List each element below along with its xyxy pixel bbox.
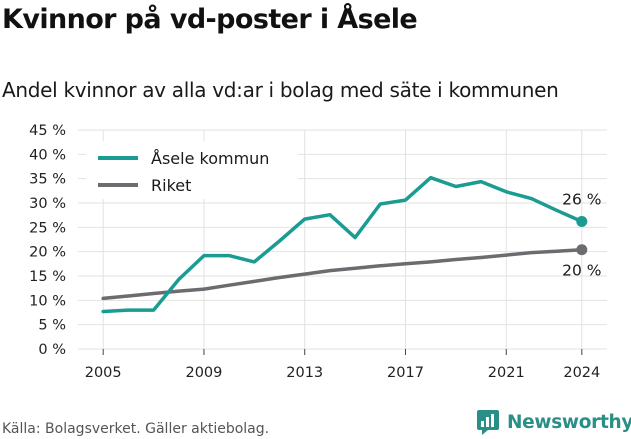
chart-subtitle: Andel kvinnor av alla vd:ar i bolag med … [2,78,559,102]
newsworthy-logo: Newsworthy [476,408,631,436]
end-labels: 26 % 20 % [562,190,601,279]
end-point-riket [576,244,588,256]
series-line-asele [101,175,584,314]
y-tick-label: 40 % [29,147,66,163]
y-tick-label: 30 % [29,196,66,212]
y-tick-label: 45 % [29,123,66,139]
legend-panel [86,141,298,199]
x-tick-label: 2021 [488,365,525,381]
y-tick-label: 10 % [29,293,66,309]
end-point-asele [576,215,588,227]
legend-label: Åsele kommun [151,149,269,168]
source-note: Källa: Bolagsverket. Gäller aktiebolag. [2,421,270,437]
x-axis-ticks [102,349,583,355]
legend-backdrop [86,141,298,199]
x-tick-label: 2024 [563,365,600,381]
y-tick-label: 35 % [29,172,66,188]
newsworthy-icon [477,410,499,435]
x-tick-label: 2013 [286,365,323,381]
legend: Åsele kommun Riket [98,149,269,195]
end-label-riket: 20 % [562,262,601,280]
y-tick-label: 15 % [29,269,66,285]
series-line-riket [101,247,584,301]
end-label-asele: 26 % [562,190,601,208]
y-tick-label: 0 % [38,342,66,358]
x-tick-label: 2005 [85,365,122,381]
y-tick-label: 20 % [29,245,66,261]
gridlines [78,129,607,350]
legend-label: Riket [151,176,191,195]
series-lines [101,175,588,314]
chart-title: Kvinnor på vd-poster i Åsele [2,4,418,35]
brand-name: Newsworthy [507,411,631,433]
y-axis-labels: 0 % 5 % 10 % 15 % 20 % 25 % 30 % 35 % 40 % 45 % [29,123,66,358]
y-tick-label: 5 % [38,318,66,334]
x-tick-label: 2009 [185,365,222,381]
x-axis-labels: 2005 2009 2013 2017 2021 2024 [85,365,601,381]
x-tick-label: 2017 [387,365,424,381]
y-tick-label: 25 % [29,220,66,236]
